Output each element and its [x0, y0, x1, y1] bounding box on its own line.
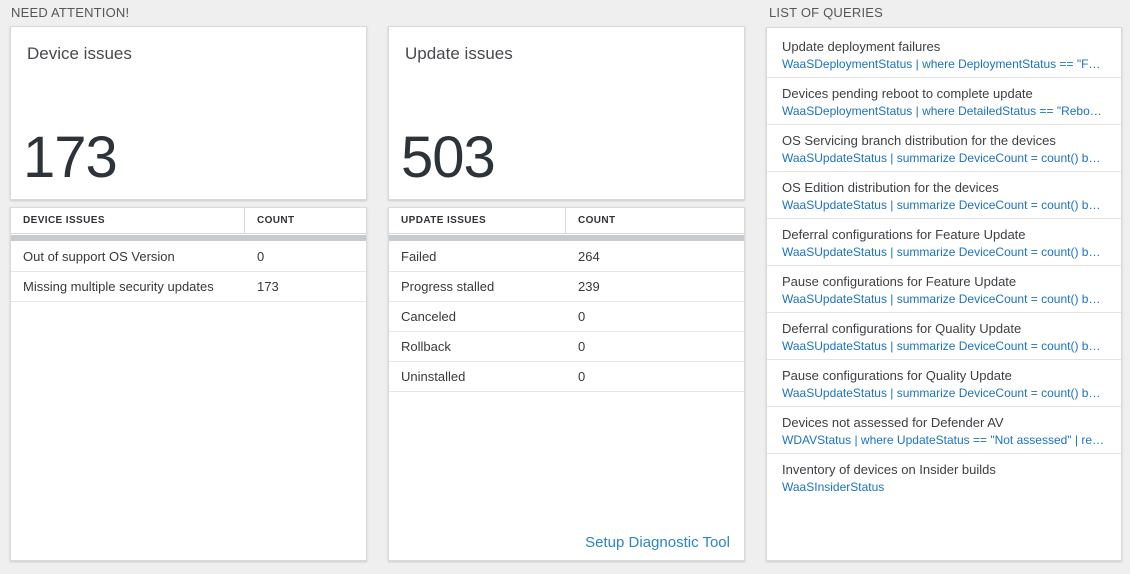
query-list-item[interactable]: Deferral configurations for Feature Upda…	[767, 219, 1121, 266]
device-issue-count: 0	[257, 249, 265, 264]
query-code-link[interactable]: WaaSDeploymentStatus | where DeploymentS…	[782, 57, 1106, 71]
query-code-link[interactable]: WaaSDeploymentStatus | where DetailedSta…	[782, 104, 1106, 118]
query-list-item[interactable]: Pause configurations for Quality Update …	[767, 360, 1121, 407]
device-table-scrollbar-track	[11, 234, 366, 242]
update-issues-column-header: UPDATE ISSUES	[389, 208, 566, 233]
device-issue-row[interactable]: Missing multiple security updates 173	[11, 272, 366, 302]
query-code-link[interactable]: WaaSUpdateStatus | summarize DeviceCount…	[782, 151, 1106, 165]
query-title: Inventory of devices on Insider builds	[782, 462, 996, 477]
update-issue-row[interactable]: Canceled 0	[389, 302, 744, 332]
device-issues-column-header: DEVICE ISSUES	[11, 208, 245, 233]
device-issue-label: Out of support OS Version	[23, 249, 175, 264]
update-issue-row[interactable]: Failed 264	[389, 242, 744, 272]
device-issues-tile[interactable]: Device issues 173	[10, 26, 367, 200]
device-issues-count: 173	[23, 125, 118, 190]
list-of-queries-section-header: LIST OF QUERIES	[769, 5, 884, 20]
query-list-item[interactable]: Devices pending reboot to complete updat…	[767, 78, 1121, 125]
device-count-column-header: COUNT	[257, 215, 295, 226]
device-issue-count: 173	[257, 279, 279, 294]
device-issues-table-panel: DEVICE ISSUES COUNT Out of support OS Ve…	[10, 207, 367, 561]
query-list-item[interactable]: OS Servicing branch distribution for the…	[767, 125, 1121, 172]
list-of-queries-panel: Update deployment failures WaaSDeploymen…	[766, 27, 1122, 561]
query-title: Devices pending reboot to complete updat…	[782, 86, 1033, 101]
device-table-horizontal-scrollbar[interactable]	[11, 235, 366, 241]
query-list-item[interactable]: OS Edition distribution for the devices …	[767, 172, 1121, 219]
query-title: OS Edition distribution for the devices	[782, 180, 999, 195]
query-title: Pause configurations for Feature Update	[782, 274, 1017, 289]
update-issues-table-header: UPDATE ISSUES COUNT	[389, 208, 744, 234]
update-issue-count: 0	[578, 339, 586, 354]
update-issue-row[interactable]: Uninstalled 0	[389, 362, 744, 392]
update-issue-label: Canceled	[401, 309, 456, 324]
device-issue-row[interactable]: Out of support OS Version 0	[11, 242, 366, 272]
need-attention-section-header: NEED ATTENTION!	[11, 5, 130, 20]
update-issue-label: Failed	[401, 249, 437, 264]
update-issues-title: Update issues	[405, 44, 513, 63]
update-issues-tile[interactable]: Update issues 503	[388, 26, 745, 200]
query-title: OS Servicing branch distribution for the…	[782, 133, 1056, 148]
update-issues-table-panel: UPDATE ISSUES COUNT Failed 264 Progress …	[388, 207, 745, 561]
update-issue-label: Progress stalled	[401, 279, 495, 294]
query-list-item[interactable]: Update deployment failures WaaSDeploymen…	[767, 31, 1121, 78]
update-count-column-header: COUNT	[578, 215, 616, 226]
update-issue-label: Uninstalled	[401, 369, 466, 384]
query-list-item[interactable]: Pause configurations for Feature Update …	[767, 266, 1121, 313]
update-table-scrollbar-track	[389, 234, 744, 242]
query-list-item[interactable]: Devices not assessed for Defender AV WDA…	[767, 407, 1121, 454]
update-issue-count: 0	[578, 369, 586, 384]
query-code-link[interactable]: WaaSUpdateStatus | summarize DeviceCount…	[782, 292, 1106, 306]
update-issue-row[interactable]: Progress stalled 239	[389, 272, 744, 302]
update-issue-count: 264	[578, 249, 600, 264]
setup-diagnostic-tool-link[interactable]: Setup Diagnostic Tool	[585, 534, 730, 551]
query-code-link[interactable]: WaaSUpdateStatus | summarize DeviceCount…	[782, 198, 1106, 212]
update-table-horizontal-scrollbar[interactable]	[389, 235, 744, 241]
update-issues-table-body: Failed 264 Progress stalled 239 Canceled…	[389, 242, 744, 392]
update-issue-count: 0	[578, 309, 586, 324]
update-issue-row[interactable]: Rollback 0	[389, 332, 744, 362]
query-list-item[interactable]: Inventory of devices on Insider builds W…	[767, 454, 1121, 501]
device-issues-table-body: Out of support OS Version 0 Missing mult…	[11, 242, 366, 302]
query-title: Deferral configurations for Feature Upda…	[782, 227, 1026, 242]
query-title: Devices not assessed for Defender AV	[782, 415, 1004, 430]
query-code-link[interactable]: WaaSInsiderStatus	[782, 480, 885, 494]
update-issue-label: Rollback	[401, 339, 451, 354]
query-list-item[interactable]: Deferral configurations for Quality Upda…	[767, 313, 1121, 360]
query-code-link[interactable]: WaaSUpdateStatus | summarize DeviceCount…	[782, 339, 1106, 353]
update-issue-count: 239	[578, 279, 600, 294]
device-issue-label: Missing multiple security updates	[23, 279, 214, 294]
query-code-link[interactable]: WaaSUpdateStatus | summarize DeviceCount…	[782, 386, 1106, 400]
query-title: Deferral configurations for Quality Upda…	[782, 321, 1022, 336]
device-issues-table-header: DEVICE ISSUES COUNT	[11, 208, 366, 234]
update-issues-count: 503	[401, 125, 496, 190]
query-title: Pause configurations for Quality Update	[782, 368, 1012, 383]
device-issues-title: Device issues	[27, 44, 132, 63]
query-code-link[interactable]: WaaSUpdateStatus | summarize DeviceCount…	[782, 245, 1106, 259]
query-code-link[interactable]: WDAVStatus | where UpdateStatus == "Not …	[782, 433, 1106, 447]
query-title: Update deployment failures	[782, 39, 941, 54]
